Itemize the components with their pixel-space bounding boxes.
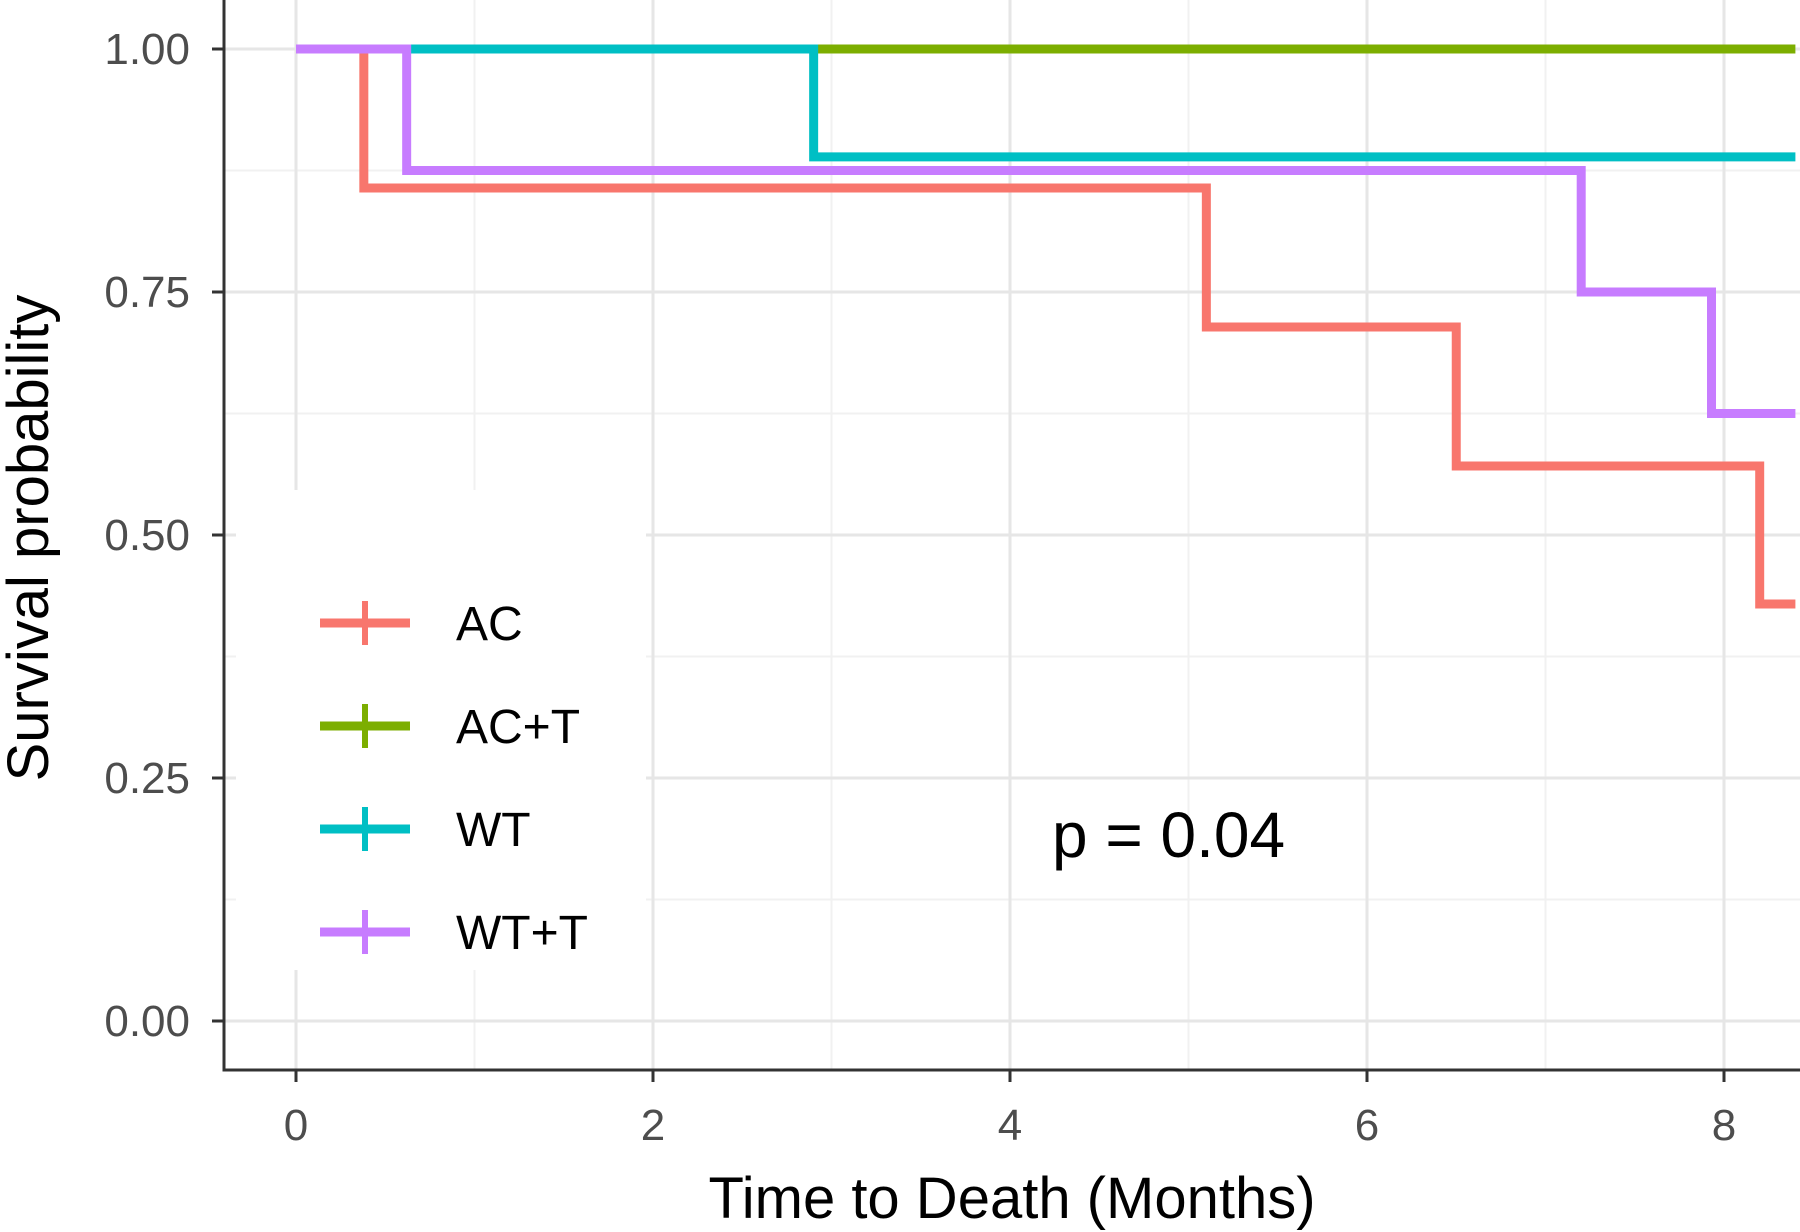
- legend-background: [236, 490, 646, 970]
- survival-curves: [296, 44, 1796, 609]
- x-tick-label: 4: [998, 1101, 1022, 1150]
- axes: 0.00 0.25 0.50 0.75 1.00 0 2 4 6 8: [104, 25, 1736, 1150]
- y-tick-label: 0.25: [104, 754, 190, 803]
- y-axis-title: Survival probability: [0, 295, 61, 782]
- p-value-annotation: p = 0.04: [1052, 799, 1285, 871]
- y-tick-label: 0.50: [104, 511, 190, 560]
- x-tick-label: 6: [1355, 1101, 1379, 1150]
- x-tick-label: 0: [284, 1101, 308, 1150]
- annotations: p = 0.04: [1052, 799, 1285, 871]
- legend-label-wt: WT: [456, 804, 531, 857]
- plot-border: [222, 0, 1800, 1072]
- series-line-ac: [296, 44, 1796, 609]
- legend-label-ac: AC: [456, 598, 523, 651]
- y-tick-label: 1.00: [104, 25, 190, 74]
- legend-label-ac-plus-t: AC+T: [456, 701, 580, 754]
- x-tick-label: 8: [1712, 1101, 1736, 1150]
- series-line-wt-plus-t: [296, 44, 1796, 418]
- x-axis-title: Time to Death (Months): [708, 1166, 1315, 1231]
- y-tick-label: 0.75: [104, 268, 190, 317]
- legend: AC AC+T WT WT+T: [236, 490, 646, 970]
- x-tick-label: 2: [641, 1101, 665, 1150]
- y-tick-label: 0.00: [104, 997, 190, 1046]
- legend-label-wt-plus-t: WT+T: [456, 907, 588, 960]
- series-line-wt: [296, 44, 1796, 162]
